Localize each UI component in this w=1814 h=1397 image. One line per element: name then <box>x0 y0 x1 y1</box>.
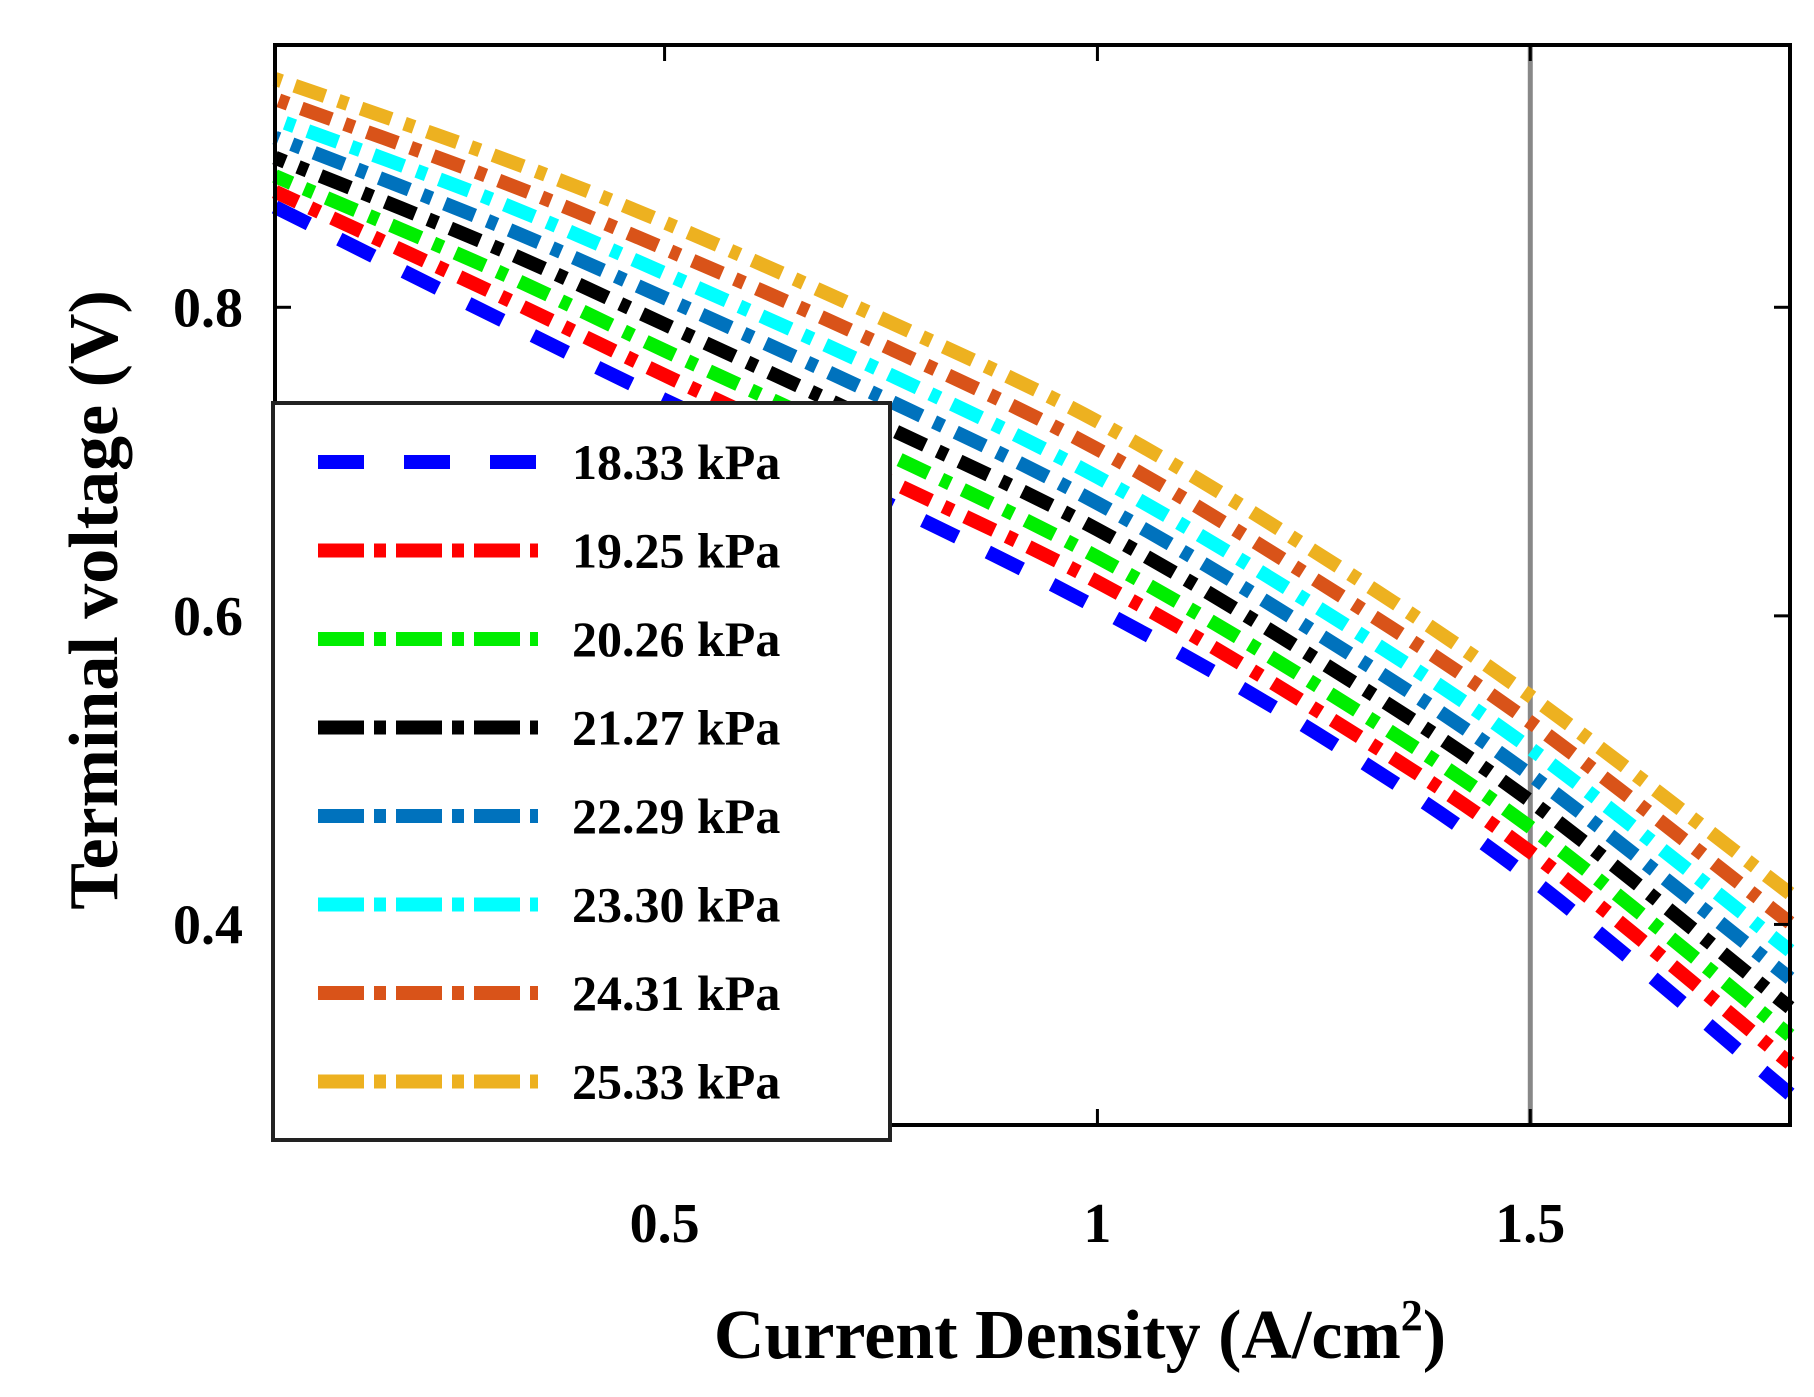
legend-box <box>271 401 892 1142</box>
legend-label: 20.26 kPa <box>572 611 780 667</box>
series-line-2431-kpa <box>272 92 1795 929</box>
legend-label: 21.27 kPa <box>572 700 780 756</box>
series-line-1925-kpa <box>272 185 1795 1069</box>
legend-label: 24.31 kPa <box>572 965 780 1021</box>
series-layer <box>271 72 1795 1100</box>
legend-items: 18.33 kPa 19.25 kPa 20.26 kPa 21.27 kPa 22.2… <box>318 434 780 1110</box>
series-line-2026-kpa <box>272 169 1795 1041</box>
y-tick-label: 0.6 <box>173 586 243 648</box>
x-axis-title-superscript: 2 <box>1401 1291 1423 1340</box>
legend: 18.33 kPa 19.25 kPa 20.26 kPa 21.27 kPa 22.2… <box>271 401 892 1142</box>
legend-label: 18.33 kPa <box>572 434 780 490</box>
series-line-2229-kpa <box>272 131 1795 984</box>
legend-label: 19.25 kPa <box>572 523 780 579</box>
x-tick-label: 1 <box>1083 1193 1111 1255</box>
series-line-2330-kpa <box>272 112 1795 957</box>
x-axis-title: Current Density (A/cm2) <box>714 1291 1446 1374</box>
x-tick-label: 1.5 <box>1495 1193 1565 1255</box>
y-axis-title: Terminal voltage (V) <box>56 290 133 910</box>
y-tick-label: 0.4 <box>173 894 243 956</box>
legend-label: 23.30 kPa <box>572 877 780 933</box>
x-tick-label: 0.5 <box>630 1193 700 1255</box>
legend-label: 25.33 kPa <box>572 1054 780 1110</box>
tick-labels-layer: 0.5 1 1.5 0.4 0.6 0.8 <box>173 277 1565 1255</box>
series-line-2533-kpa <box>272 72 1795 900</box>
legend-label: 22.29 kPa <box>572 788 780 844</box>
y-tick-label: 0.8 <box>173 277 243 339</box>
series-line-2127-kpa <box>272 151 1795 1014</box>
